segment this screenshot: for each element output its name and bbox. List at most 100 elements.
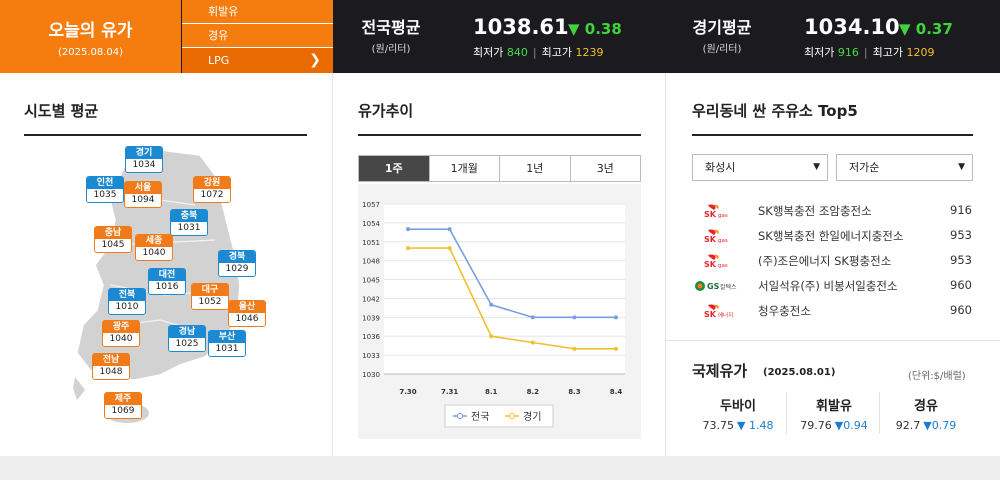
station-row[interactable]: SK 에너지 청우충전소 960	[694, 299, 974, 324]
station-row[interactable]: SK gas SK행복충전 한일에너지충전소 953	[694, 224, 974, 249]
intl-change: ▼0.79	[923, 419, 957, 432]
region-name: 충북	[171, 210, 207, 222]
region-badge[interactable]: 대구 1052	[191, 283, 229, 310]
legend-label: 경기	[523, 410, 541, 423]
intl-title: 국제유가	[692, 362, 748, 380]
national-label: 전국평균	[361, 18, 421, 37]
y-tick-label: 1051	[362, 239, 380, 247]
divider	[666, 340, 1000, 341]
intl-item-diesel: 경유 92.7 ▼0.79	[878, 395, 974, 432]
intl-item-dubai: 두바이 73.75 ▼ 1.48	[690, 395, 786, 432]
national-average: 전국평균 (원/리터) 1038.61 ▼ 0.38 최저가 840 | 최고가 1…	[346, 0, 666, 73]
svg-text:SK: SK	[704, 210, 717, 219]
region-value: 1025	[169, 338, 205, 351]
legend-marker	[457, 413, 463, 419]
region-value: 1034	[126, 159, 162, 172]
fuel-tab-label: 경유	[208, 29, 229, 42]
station-row[interactable]: SK gas (주)조은에너지 SK평충전소 953	[694, 249, 974, 274]
sk-logo: SK gas	[704, 254, 728, 269]
region-badge[interactable]: 서울 1094	[124, 181, 162, 208]
region-badge[interactable]: 경기 1034	[125, 146, 163, 173]
intl-value: 79.76	[800, 419, 832, 432]
legend-label: 전국	[471, 411, 489, 423]
region-value: 1094	[125, 194, 161, 207]
y-tick-label: 1030	[362, 371, 380, 379]
min-label: 최저가	[804, 46, 835, 59]
x-tick-label: 8.2	[527, 388, 540, 396]
intl-name: 경유	[914, 399, 938, 414]
top5-title: 우리동네 싼 주유소 Top5	[692, 100, 973, 136]
region-value: 1031	[209, 343, 245, 356]
gyeonggi-min: 916	[837, 46, 859, 59]
region-badge[interactable]: 충북 1031	[170, 209, 208, 236]
sort-select[interactable]: 저가순 ▼	[836, 154, 973, 181]
region-badge[interactable]: 경남 1025	[168, 325, 206, 352]
region-value: 1010	[109, 301, 145, 314]
fuel-tab-lpg[interactable]: LPG ❯	[182, 48, 333, 73]
region-name: 충남	[95, 227, 131, 239]
data-point	[406, 227, 410, 232]
fuel-tab-gasoline[interactable]: 휘발유	[182, 0, 333, 24]
region-value: 1069	[105, 405, 141, 418]
national-unit: (원/리터)	[371, 44, 411, 55]
sk-logo: SK 에너지	[704, 304, 733, 319]
caret-down-icon: ▼	[958, 162, 965, 172]
intl-unit: (단위:$/배럴)	[908, 371, 966, 382]
region-badge[interactable]: 전남 1048	[92, 353, 130, 380]
national-price: 1038.61	[473, 15, 569, 39]
caret-down-icon: ▼	[813, 162, 820, 172]
region-value: 1052	[192, 296, 228, 309]
x-tick-label: 7.31	[441, 388, 458, 396]
data-point	[614, 346, 618, 351]
region-value: 1046	[229, 313, 265, 326]
region-name: 부산	[209, 331, 245, 343]
svg-text:gas: gas	[718, 213, 728, 219]
region-badge[interactable]: 광주 1040	[102, 320, 140, 347]
region-value: 1072	[194, 189, 230, 202]
station-row[interactable]: SK gas SK행복충전 조암충전소 916	[694, 199, 974, 224]
intl-name: 두바이	[720, 399, 756, 414]
data-point	[447, 227, 452, 232]
station-name: SK행복충전 한일에너지충전소	[758, 229, 904, 243]
station-price: 960	[950, 278, 972, 292]
region-badge[interactable]: 강원 1072	[193, 176, 231, 203]
period-tab-3year[interactable]: 3년	[569, 156, 641, 181]
data-point	[489, 302, 494, 307]
region-badge[interactable]: 제주 1069	[104, 392, 142, 419]
city-select-value: 화성시	[705, 161, 736, 174]
fuel-tab-diesel[interactable]: 경유	[182, 24, 333, 48]
region-badge[interactable]: 인천 1035	[86, 176, 124, 203]
data-point	[614, 315, 618, 320]
y-tick-label: 1048	[362, 258, 380, 266]
region-badge[interactable]: 경북 1029	[218, 250, 256, 277]
svg-text:에너지: 에너지	[718, 311, 733, 319]
svg-text:SK: SK	[704, 235, 717, 244]
regional-title: 시도별 평균	[24, 100, 307, 136]
period-tab-1month[interactable]: 1개월	[428, 156, 500, 181]
intl-value: 92.7	[895, 419, 921, 432]
national-min: 840	[506, 46, 528, 59]
period-tab-1year[interactable]: 1년	[499, 156, 570, 181]
data-point	[530, 315, 535, 320]
city-select[interactable]: 화성시 ▼	[692, 154, 828, 181]
y-tick-label: 1033	[362, 352, 380, 360]
region-badge[interactable]: 세종 1040	[135, 234, 173, 261]
region-value: 1045	[95, 239, 131, 252]
region-badge[interactable]: 충남 1045	[94, 226, 132, 253]
y-tick-label: 1045	[362, 277, 380, 285]
region-badge[interactable]: 전북 1010	[108, 288, 146, 315]
max-label: 최고가	[541, 46, 572, 59]
x-tick-label: 8.3	[568, 388, 581, 396]
region-badge[interactable]: 대전 1016	[148, 268, 186, 295]
region-badge[interactable]: 부산 1031	[208, 330, 246, 357]
period-tab-1week[interactable]: 1주	[359, 156, 429, 181]
region-name: 대구	[192, 284, 228, 296]
station-row[interactable]: GS 칼텍스 서일석유(주) 비봉서일충전소 960	[694, 274, 974, 299]
intl-item-gasoline: 휘발유 79.76 ▼0.94	[786, 395, 882, 432]
region-badge[interactable]: 울산 1046	[228, 300, 266, 327]
divider	[665, 73, 666, 456]
region-value: 1040	[103, 333, 139, 346]
national-minmax: 최저가 840 | 최고가 1239	[473, 46, 604, 59]
chevron-right-icon: ❯	[309, 52, 321, 68]
period-tabs: 1주 1개월 1년 3년	[358, 155, 641, 182]
